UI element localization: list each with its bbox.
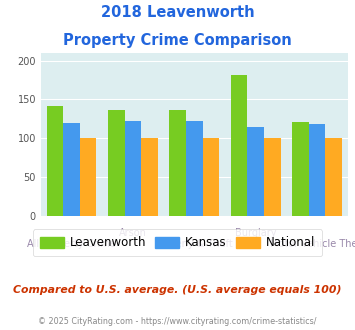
Bar bbox=[292, 122, 309, 216]
Text: © 2025 CityRating.com - https://www.cityrating.com/crime-statistics/: © 2025 CityRating.com - https://www.city… bbox=[38, 317, 317, 326]
Bar bbox=[125, 121, 141, 216]
Bar bbox=[80, 138, 97, 216]
Bar bbox=[231, 75, 247, 216]
Bar bbox=[108, 110, 125, 216]
Text: Burglary: Burglary bbox=[235, 228, 277, 238]
Bar bbox=[203, 138, 219, 216]
Bar bbox=[169, 110, 186, 216]
Bar bbox=[247, 127, 264, 216]
Bar bbox=[326, 138, 342, 216]
Bar bbox=[264, 138, 281, 216]
Bar bbox=[63, 123, 80, 216]
Bar bbox=[141, 138, 158, 216]
Bar bbox=[186, 121, 203, 216]
Text: Larceny & Theft: Larceny & Theft bbox=[155, 239, 233, 248]
Text: Arson: Arson bbox=[119, 228, 147, 238]
Bar bbox=[47, 107, 63, 216]
Text: Property Crime Comparison: Property Crime Comparison bbox=[63, 33, 292, 48]
Text: Motor Vehicle Theft: Motor Vehicle Theft bbox=[270, 239, 355, 248]
Text: Compared to U.S. average. (U.S. average equals 100): Compared to U.S. average. (U.S. average … bbox=[13, 285, 342, 295]
Text: All Property Crime: All Property Crime bbox=[27, 239, 116, 248]
Legend: Leavenworth, Kansas, National: Leavenworth, Kansas, National bbox=[33, 229, 322, 256]
Bar bbox=[309, 123, 326, 216]
Text: 2018 Leavenworth: 2018 Leavenworth bbox=[101, 5, 254, 20]
